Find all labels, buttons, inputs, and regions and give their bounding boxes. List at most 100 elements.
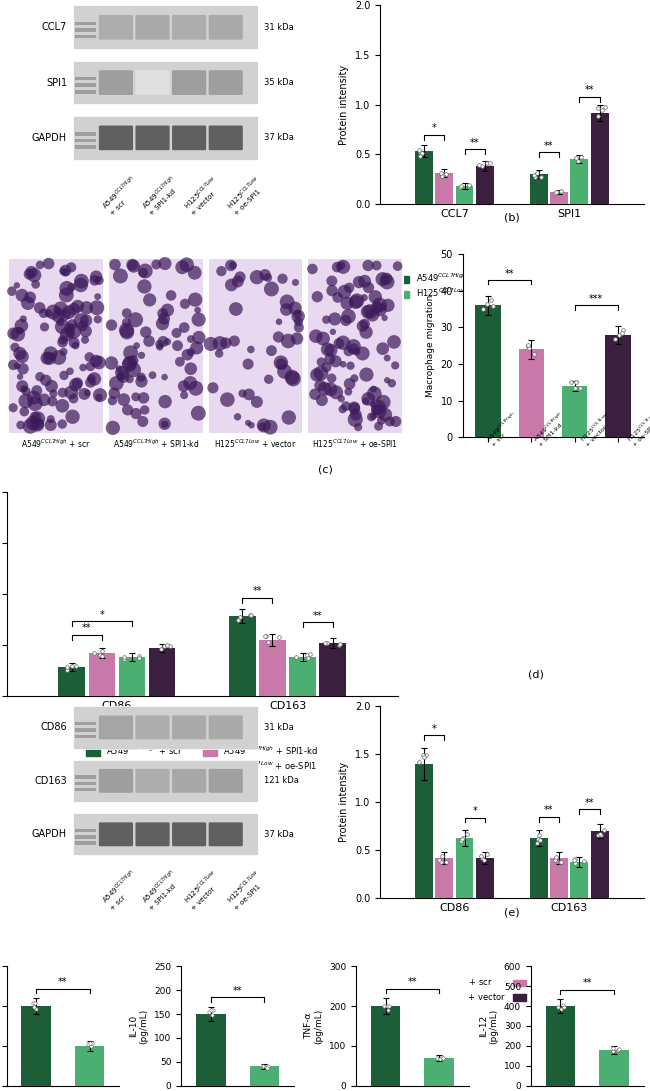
Point — [172, 337, 183, 355]
Point — [612, 1042, 623, 1059]
Text: **: ** — [585, 798, 594, 807]
Point — [159, 416, 170, 433]
Point — [156, 640, 166, 658]
Point — [157, 304, 168, 322]
Bar — [73, 116, 258, 159]
Bar — [476, 858, 494, 898]
Point — [575, 380, 585, 397]
Point — [131, 337, 142, 355]
Point — [30, 395, 40, 412]
Point — [62, 661, 72, 679]
Point — [350, 410, 361, 428]
Point — [214, 335, 225, 352]
Point — [180, 295, 190, 312]
Point — [382, 997, 392, 1015]
Point — [378, 394, 389, 411]
Bar — [250, 1067, 280, 1086]
Point — [336, 389, 346, 407]
Legend: A549$^{CCL7High}$ + scr, H125$^{CCL7Low}$ + vector, A549$^{CCL7High}$ + SPI1-kd,: A549$^{CCL7High}$ + scr, H125$^{CCL7Low}… — [396, 975, 628, 1003]
Point — [66, 259, 77, 276]
Bar — [207, 257, 303, 433]
Point — [324, 350, 335, 368]
Point — [417, 746, 428, 764]
Point — [83, 1035, 93, 1053]
Bar — [75, 776, 96, 779]
Point — [85, 373, 96, 391]
Point — [91, 268, 101, 286]
Bar — [73, 706, 258, 748]
Point — [312, 288, 322, 305]
Point — [608, 1042, 618, 1059]
Text: SPI1: SPI1 — [46, 77, 67, 87]
Text: A549$^{CCL7High}$
+ SPI1-kd: A549$^{CCL7High}$ + SPI1-kd — [140, 868, 183, 911]
Bar — [119, 657, 145, 696]
Point — [233, 611, 243, 628]
Point — [118, 650, 129, 668]
Point — [161, 636, 172, 654]
Point — [352, 292, 362, 310]
Text: H125$^{CCL7Low}$
+ vector: H125$^{CCL7Low}$ + vector — [182, 173, 226, 217]
Bar — [108, 257, 203, 433]
Bar — [475, 305, 501, 437]
Point — [227, 256, 238, 274]
Point — [72, 374, 83, 392]
Point — [29, 388, 39, 406]
Point — [186, 344, 196, 361]
Point — [151, 255, 161, 273]
Point — [417, 144, 428, 161]
Point — [292, 305, 303, 323]
Point — [207, 1002, 218, 1019]
Point — [204, 1003, 214, 1020]
Point — [592, 826, 603, 843]
Point — [107, 392, 118, 409]
Point — [263, 371, 274, 388]
Point — [257, 1057, 268, 1075]
Text: **: ** — [408, 978, 417, 987]
Point — [25, 289, 35, 307]
Point — [478, 300, 488, 317]
Point — [438, 165, 448, 182]
Point — [361, 365, 372, 383]
Point — [305, 646, 315, 663]
Point — [551, 848, 561, 865]
Point — [47, 393, 58, 410]
Point — [57, 317, 68, 335]
Point — [488, 298, 498, 315]
Point — [58, 367, 69, 384]
Point — [485, 154, 495, 171]
Point — [338, 334, 348, 351]
Point — [46, 410, 56, 428]
Point — [437, 167, 448, 184]
Point — [109, 385, 120, 403]
Point — [125, 355, 135, 372]
Bar — [370, 1006, 400, 1086]
Point — [107, 316, 117, 334]
Point — [342, 295, 352, 312]
Point — [233, 273, 243, 290]
Bar — [519, 349, 545, 437]
Point — [437, 848, 447, 865]
Point — [570, 850, 580, 867]
Point — [282, 293, 293, 311]
Point — [558, 996, 568, 1014]
Point — [44, 255, 54, 273]
Text: (b): (b) — [504, 212, 520, 223]
Point — [327, 281, 337, 299]
Point — [53, 308, 64, 325]
Point — [19, 403, 29, 420]
Point — [216, 262, 227, 279]
Point — [127, 256, 138, 274]
Point — [25, 418, 36, 435]
FancyBboxPatch shape — [135, 125, 170, 151]
Point — [371, 401, 382, 419]
Point — [532, 165, 542, 182]
Bar — [149, 648, 176, 696]
Point — [593, 99, 603, 117]
Point — [458, 829, 468, 847]
Point — [190, 291, 200, 309]
Text: A549$^{CCL7High}$ + SPI1-kd: A549$^{CCL7High}$ + SPI1-kd — [112, 437, 199, 449]
Point — [122, 322, 132, 339]
Point — [293, 313, 304, 331]
Legend: A549$^{CCL7High}$ + scr, H125$^{CCL7Low}$ + vector, A549$^{CCL7High}$ + SPI1-kd,: A549$^{CCL7High}$ + scr, H125$^{CCL7Low}… — [396, 272, 628, 299]
FancyBboxPatch shape — [99, 70, 133, 95]
